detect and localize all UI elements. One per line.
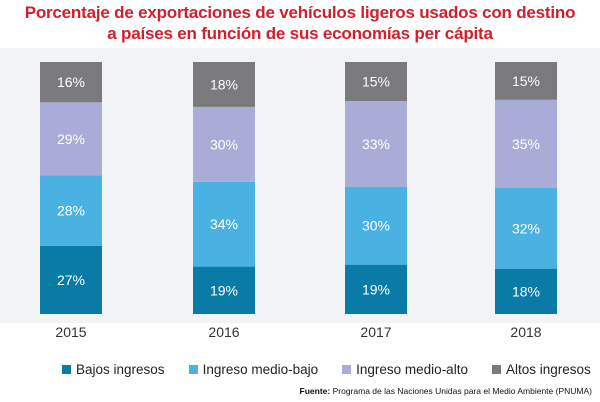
bar-segment-altos-ingresos-2015	[40, 62, 102, 103]
legend-swatch-ingreso-medio-alto	[342, 364, 352, 374]
legend-label-bajos-ingresos: Bajos ingresos	[76, 361, 165, 377]
source-label: Fuente:	[299, 386, 331, 396]
legend-label-ingreso-medio-bajo: Ingreso medio-bajo	[202, 361, 319, 377]
source-note: Fuente: Programa de las Naciones Unidas …	[300, 386, 592, 396]
legend-label-altos-ingresos: Altos ingresos	[505, 361, 591, 377]
chart-title-line-2: a países en función de sus economías per…	[107, 24, 493, 43]
data-label-altos-ingresos-2018: 15%	[512, 73, 540, 89]
data-label-ingreso-medio-bajo-2015: 28%	[57, 203, 85, 219]
legend-swatch-altos-ingresos	[491, 364, 501, 374]
x-tick-label-2018: 2018	[510, 324, 541, 340]
data-label-bajos-ingresos-2015: 27%	[57, 272, 85, 288]
bar-segment-ingreso-medio-alto-2016	[193, 106, 255, 182]
data-label-altos-ingresos-2016: 18%	[210, 76, 238, 92]
data-label-ingreso-medio-alto-2018: 35%	[512, 136, 540, 152]
x-tick-label-2017: 2017	[360, 324, 391, 340]
data-label-bajos-ingresos-2018: 18%	[512, 283, 540, 299]
bar-segment-ingreso-medio-alto-2015	[40, 102, 102, 176]
data-label-altos-ingresos-2015: 16%	[57, 74, 85, 90]
legend-swatch-ingreso-medio-bajo	[188, 364, 198, 374]
bar-segment-ingreso-medio-alto-2017	[345, 100, 407, 187]
bar-segment-altos-ingresos-2016	[193, 62, 255, 107]
legend-item-ingreso-medio-bajo: Ingreso medio-bajo	[188, 361, 319, 377]
data-label-ingreso-medio-alto-2016: 30%	[210, 136, 238, 152]
legend-item-bajos-ingresos: Bajos ingresos	[62, 362, 165, 377]
bar-segment-altos-ingresos-2018	[495, 62, 557, 100]
bar-segment-ingreso-medio-bajo-2016	[193, 181, 255, 267]
x-tick-label-2016: 2016	[208, 324, 239, 340]
bar-segment-altos-ingresos-2017	[345, 62, 407, 101]
data-label-ingreso-medio-bajo-2016: 34%	[210, 216, 238, 232]
legend-label-ingreso-medio-alto: Ingreso medio-alto	[356, 361, 468, 377]
data-label-ingreso-medio-alto-2015: 29%	[57, 131, 85, 147]
bar-segment-bajos-ingresos-2017	[345, 264, 407, 314]
data-label-ingreso-medio-bajo-2018: 32%	[512, 220, 540, 236]
legend-item-ingreso-medio-alto: Ingreso medio-alto	[342, 362, 468, 377]
data-label-altos-ingresos-2017: 15%	[362, 73, 390, 89]
bar-segment-bajos-ingresos-2015	[40, 245, 102, 314]
chart-title: Porcentaje de exportaciones de vehículos…	[0, 2, 600, 44]
data-label-bajos-ingresos-2016: 19%	[210, 282, 238, 298]
legend-swatch-bajos-ingresos	[62, 364, 71, 374]
bar-segment-ingreso-medio-alto-2018	[495, 99, 557, 188]
bar-segment-bajos-ingresos-2018	[495, 268, 557, 314]
bar-segment-ingreso-medio-bajo-2017	[345, 186, 407, 265]
bar-segment-ingreso-medio-bajo-2015	[40, 175, 102, 246]
data-label-ingreso-medio-alto-2017: 33%	[362, 136, 390, 152]
legend: Bajos ingresos Ingreso medio-bajo Ingres…	[62, 360, 591, 378]
bar-segment-ingreso-medio-bajo-2018	[495, 188, 557, 269]
legend-item-altos-ingresos: Altos ingresos	[491, 361, 591, 377]
data-label-bajos-ingresos-2017: 19%	[362, 281, 390, 297]
x-tick-label-2015: 2015	[55, 324, 86, 340]
data-label-ingreso-medio-bajo-2017: 30%	[362, 218, 390, 234]
chart-title-line-1: Porcentaje de exportaciones de vehículos…	[24, 3, 576, 22]
source-text: Programa de las Naciones Unidas para el …	[332, 386, 592, 396]
bar-segment-bajos-ingresos-2016	[193, 266, 255, 314]
